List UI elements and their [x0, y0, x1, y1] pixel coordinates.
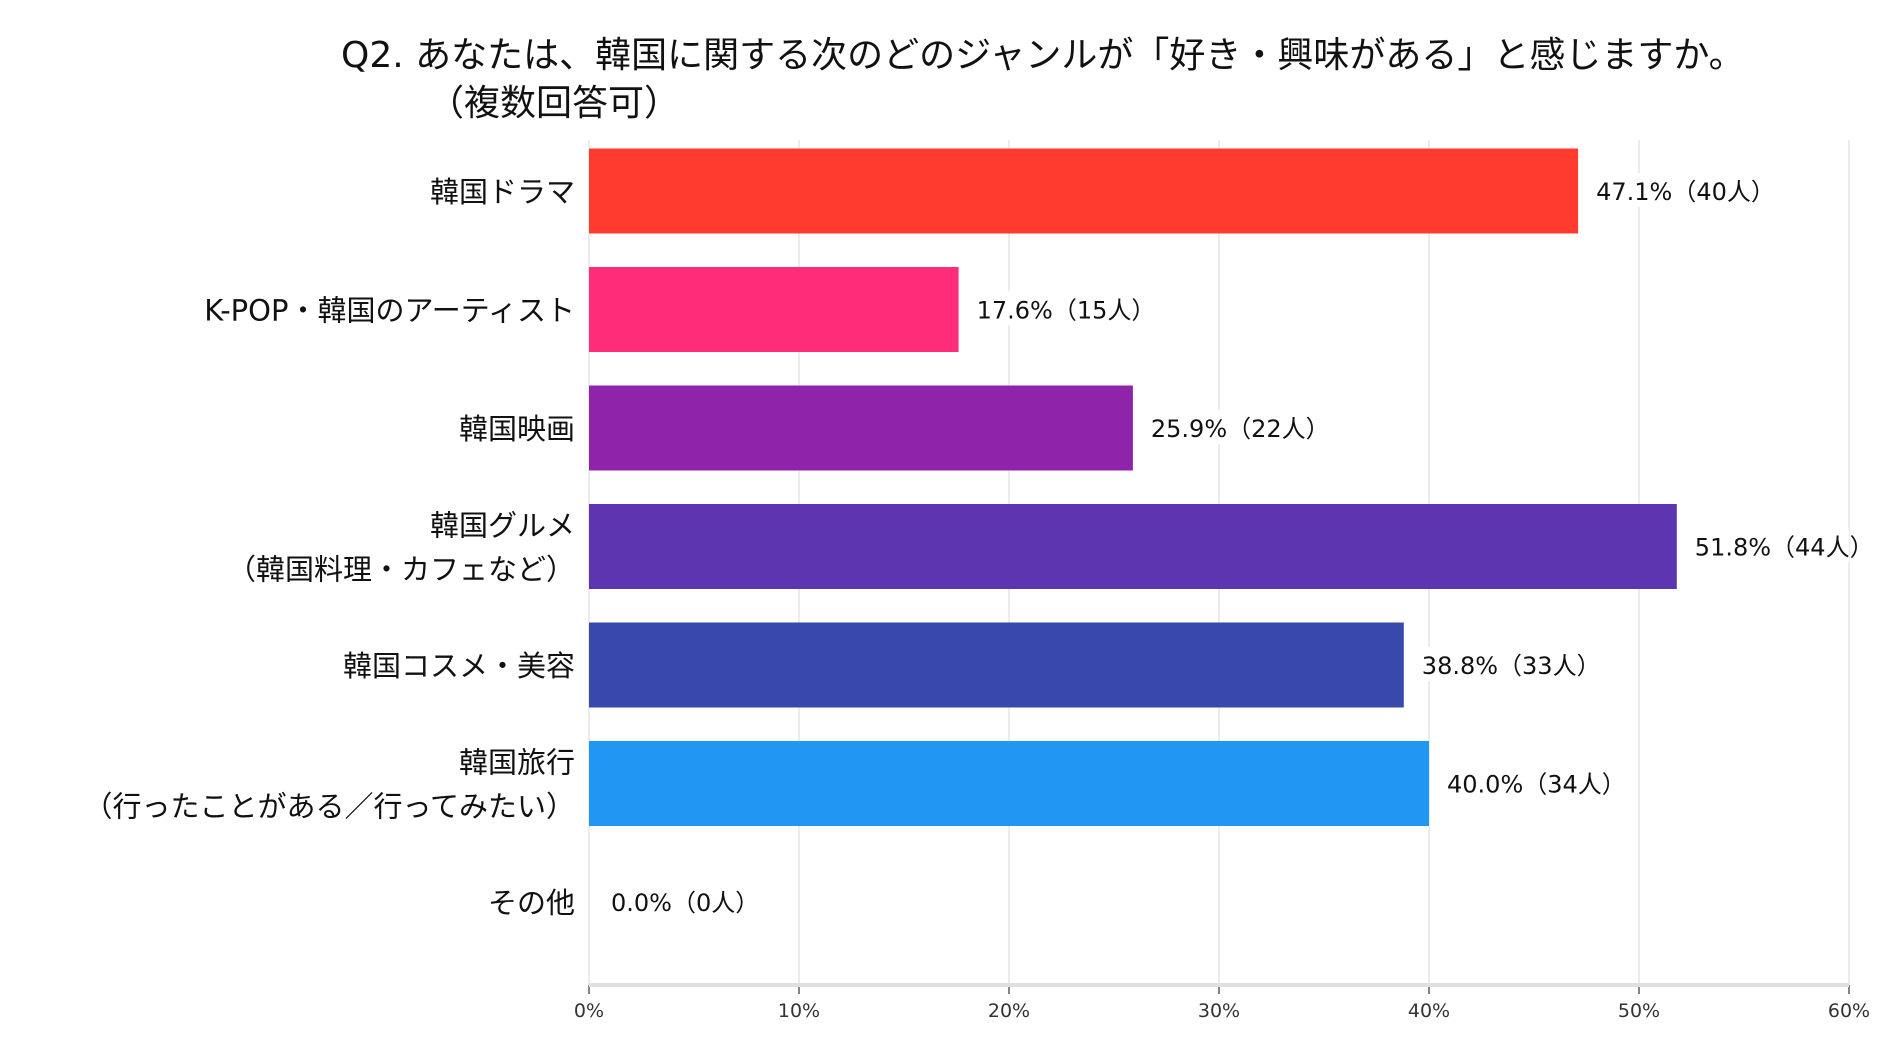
category-label: 韓国コスメ・美容 [343, 649, 575, 683]
x-tick-label: 50% [1618, 1000, 1660, 1022]
x-tick-label: 20% [988, 1000, 1030, 1022]
data-label: 25.9%（22人） [1151, 415, 1330, 443]
data-label: 51.8%（44人） [1695, 534, 1874, 562]
chart-subtitle: （複数回答可） [428, 83, 681, 124]
bar [589, 504, 1677, 589]
data-label: 38.8%（33人） [1422, 652, 1601, 680]
x-tick-label: 0% [574, 1000, 604, 1022]
data-label-background [605, 884, 733, 918]
category-label: 韓国グルメ [430, 509, 575, 543]
x-tick-label: 60% [1828, 1000, 1870, 1022]
data-label: 40.0%（34人） [1447, 771, 1626, 799]
data-label-background [1415, 647, 1576, 681]
category-label: 韓国ドラマ [430, 175, 575, 209]
category-label: その他 [488, 886, 575, 920]
data-label-background [970, 291, 1131, 326]
bar [589, 385, 1133, 471]
category-label: （韓国料理・カフェなど） [227, 553, 575, 587]
category-label: 韓国旅行 [459, 746, 575, 780]
data-label-background [1688, 528, 1849, 563]
data-label-background [1144, 410, 1305, 444]
bar [589, 148, 1579, 234]
category-label: （行ったことがある／行ってみたい） [83, 790, 575, 824]
data-label-background [1441, 765, 1601, 800]
category-label: K-POP・韓国のアーティスト [204, 294, 575, 328]
bar [589, 741, 1429, 826]
data-label-background [1590, 173, 1751, 207]
x-tick-label: 10% [778, 1000, 820, 1022]
chart-title: Q2. あなたは、韓国に関する次のどのジャンルが「好き・興味がある」と感じますか… [341, 35, 1745, 76]
x-tick-label: 40% [1408, 1000, 1450, 1022]
bar [589, 622, 1404, 708]
category-label: 韓国映画 [459, 412, 575, 446]
bar [589, 267, 959, 352]
data-label: 0.0%（0人） [611, 889, 759, 917]
x-tick-label: 30% [1198, 1000, 1240, 1022]
data-label: 17.6%（15人） [977, 297, 1156, 325]
data-label: 47.1%（40人） [1596, 178, 1775, 206]
